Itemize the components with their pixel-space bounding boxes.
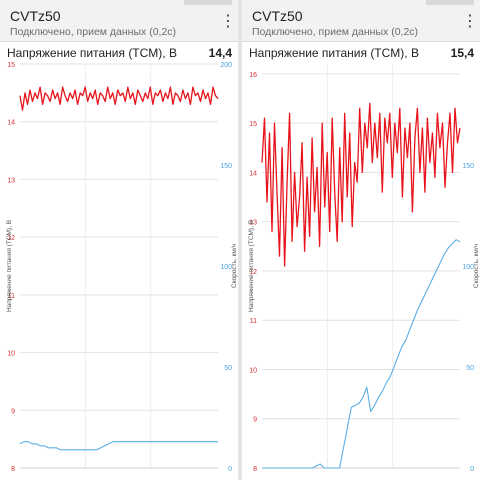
tick-label-left: 10 — [249, 367, 257, 374]
sensor-value: 15,4 — [450, 46, 474, 60]
connection-status: Подключено, прием данных (0,2с) — [252, 26, 419, 38]
panel-left: CVTz50 Подключено, прием данных (0,2с) ⋮… — [0, 0, 238, 480]
y-axis-title-left: Напряжение питания (TCM), В — [248, 220, 255, 312]
connection-status: Подключено, прием данных (0,2с) — [10, 26, 177, 38]
voltage-series-line — [19, 86, 219, 111]
tick-label-left: 14 — [249, 170, 257, 177]
tick-label-left: 16 — [249, 72, 257, 79]
y-axis-title-right: Скорость, км/ч — [473, 244, 480, 288]
tick-label-left: 12 — [249, 269, 257, 276]
tick-label-left: 11 — [8, 293, 15, 300]
tick-label-left: 8 — [253, 466, 257, 473]
tick-label-right: 150 — [462, 163, 474, 170]
y-axis-title-left: Напряжение питания (TCM), В — [6, 220, 13, 312]
tick-label-left: 11 — [250, 318, 257, 325]
chart-svg: 8 9 10 11 12 13 14 15 16 0 50 100 150 Напряжение пита… — [248, 64, 480, 473]
y-axis-title-right: Скорость, км/ч — [231, 244, 238, 288]
sensor-label: Напряжение питания (TCM), В — [249, 46, 419, 60]
tick-label-left: 12 — [7, 235, 15, 242]
sensor-value: 14,4 — [208, 46, 232, 60]
tick-label-left: 8 — [11, 466, 15, 473]
tick-label-left: 15 — [249, 121, 257, 128]
tick-label-left: 15 — [7, 62, 15, 69]
tick-label-left: 9 — [11, 408, 15, 415]
status-bar — [184, 0, 232, 5]
tick-label-right: 150 — [220, 163, 232, 170]
tick-label-right: 200 — [220, 62, 232, 69]
sensor-row[interactable]: Напряжение питания (TCM), В 14,4 — [0, 44, 238, 62]
tick-label-right: 0 — [228, 466, 232, 473]
tick-label-right: 0 — [470, 466, 474, 473]
sensor-chart[interactable]: 8 9 10 11 12 13 14 15 0 50 100 150 200 Напряжение пит… — [0, 60, 238, 478]
sensor-chart[interactable]: 8 9 10 11 12 13 14 15 16 0 50 100 150 Напряжение пита… — [242, 60, 480, 478]
tick-label-right: 50 — [466, 365, 474, 372]
tick-label-right: 100 — [462, 264, 474, 271]
tick-label-left: 9 — [253, 417, 257, 424]
app-title: CVTz50 — [252, 8, 303, 24]
more-menu-icon[interactable]: ⋮ — [462, 13, 478, 30]
speed-series-line — [262, 239, 461, 469]
tick-label-right: 50 — [224, 365, 232, 372]
tick-label-left: 14 — [7, 120, 15, 127]
sensor-label: Напряжение питания (TCM), В — [7, 46, 177, 60]
tick-label-right: 100 — [220, 264, 232, 271]
tick-label-left: 13 — [7, 177, 15, 184]
more-menu-icon[interactable]: ⋮ — [220, 13, 236, 30]
panel-divider — [238, 0, 242, 480]
sensor-row[interactable]: Напряжение питания (TCM), В 15,4 — [242, 44, 480, 62]
panel-right: CVTz50 Подключено, прием данных (0,2с) ⋮… — [242, 0, 480, 480]
app-bar: CVTz50 Подключено, прием данных (0,2с) ⋮ — [0, 0, 238, 42]
speed-series-line — [19, 441, 218, 451]
app-bar: CVTz50 Подключено, прием данных (0,2с) ⋮ — [242, 0, 480, 42]
status-bar — [426, 0, 474, 5]
app-title: CVTz50 — [10, 8, 61, 24]
tick-label-left: 13 — [249, 220, 257, 227]
tick-label-left: 10 — [7, 351, 15, 358]
voltage-series-line — [261, 102, 461, 267]
